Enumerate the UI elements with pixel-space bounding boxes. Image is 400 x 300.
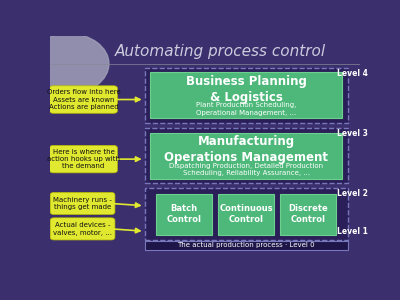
Text: Dispatching Production, Detailed Production
Scheduling, Reliability Assurance, .: Dispatching Production, Detailed Product… — [169, 163, 323, 176]
Text: Manufacturing
Operations Management: Manufacturing Operations Management — [164, 135, 328, 164]
FancyBboxPatch shape — [50, 86, 118, 113]
Text: Level 4: Level 4 — [337, 69, 368, 78]
Text: Continuous
Control: Continuous Control — [219, 204, 273, 224]
FancyBboxPatch shape — [156, 194, 212, 235]
Text: Discrete
Control: Discrete Control — [288, 204, 328, 224]
FancyBboxPatch shape — [50, 146, 118, 173]
Text: Here is where the
action hooks up with
the demand: Here is where the action hooks up with t… — [47, 149, 120, 170]
FancyBboxPatch shape — [144, 241, 348, 250]
Text: Business Planning
& Logistics: Business Planning & Logistics — [186, 75, 306, 104]
FancyBboxPatch shape — [144, 188, 348, 240]
Text: Batch
Control: Batch Control — [166, 204, 202, 224]
Circle shape — [28, 34, 109, 94]
FancyBboxPatch shape — [150, 73, 342, 118]
Text: Level 2: Level 2 — [337, 189, 368, 198]
Text: The actual production process · Level 0: The actual production process · Level 0 — [177, 242, 315, 248]
Text: Plant Production Scheduling,
Operational Management, ...: Plant Production Scheduling, Operational… — [196, 102, 296, 116]
FancyBboxPatch shape — [144, 128, 348, 183]
FancyBboxPatch shape — [280, 194, 336, 235]
FancyBboxPatch shape — [144, 68, 348, 123]
Text: Machinery runs -
things get made: Machinery runs - things get made — [53, 197, 112, 210]
FancyBboxPatch shape — [50, 192, 115, 214]
FancyBboxPatch shape — [150, 133, 342, 178]
Text: Level 1: Level 1 — [337, 227, 368, 236]
Text: Actual devices -
valves, motor, ...: Actual devices - valves, motor, ... — [53, 222, 112, 236]
FancyBboxPatch shape — [50, 218, 115, 240]
Text: Orders flow into here
Assets are known
Actions are planned: Orders flow into here Assets are known A… — [47, 89, 120, 110]
FancyBboxPatch shape — [218, 194, 274, 235]
Text: Level 3: Level 3 — [337, 129, 368, 138]
Text: Automating process control: Automating process control — [115, 44, 326, 59]
